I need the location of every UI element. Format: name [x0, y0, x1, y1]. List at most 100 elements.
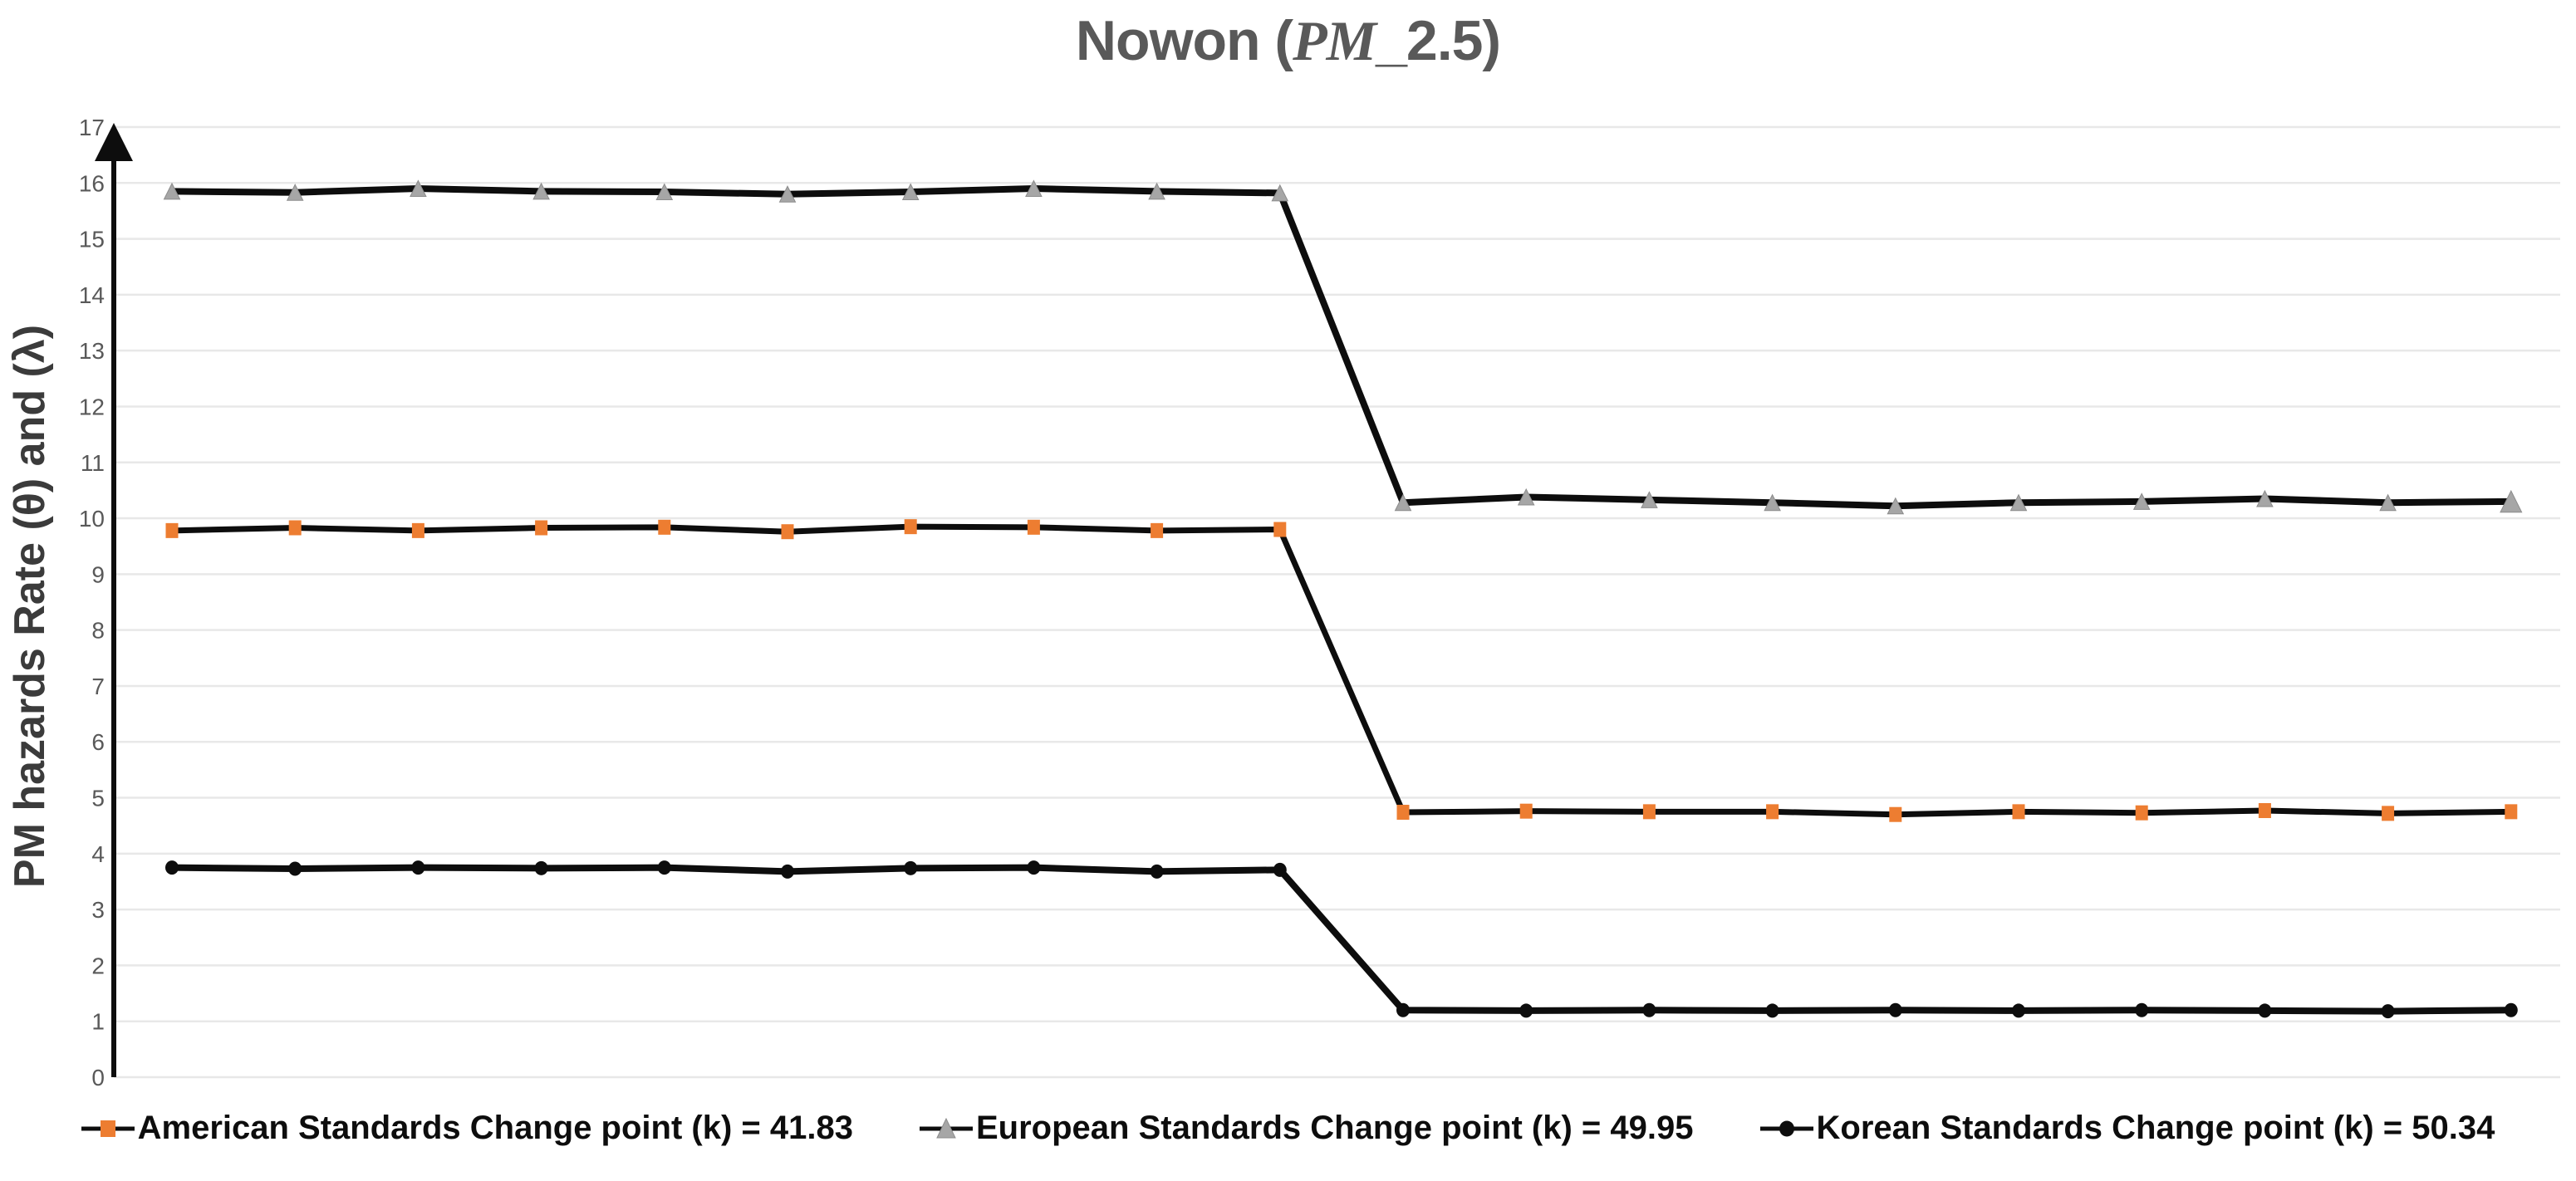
y-tick-label: 11 [81, 450, 105, 476]
y-tick-label: 9 [91, 561, 105, 587]
marker-triangle [655, 183, 674, 201]
marker-circle [1888, 1002, 1902, 1017]
marker-circle [534, 860, 548, 875]
marker-circle [1519, 1003, 1533, 1018]
marker-triangle [2132, 492, 2151, 510]
marker-square [904, 519, 917, 535]
marker-triangle [2256, 489, 2274, 507]
marker-circle [657, 860, 671, 875]
marker-triangle [2379, 493, 2397, 512]
y-tick-label: 6 [91, 729, 105, 755]
marker-triangle [778, 185, 797, 203]
marker-triangle [532, 182, 550, 200]
marker-circle [1027, 860, 1041, 875]
marker-triangle [1148, 182, 1165, 200]
marker-circle [1765, 1003, 1779, 1018]
marker-triangle [1764, 493, 1781, 512]
marker-circle [1150, 864, 1164, 879]
y-tick-label: 17 [79, 115, 105, 140]
marker-circle [2381, 1004, 2395, 1019]
marker-triangle [163, 182, 181, 200]
marker-circle [904, 860, 918, 875]
marker-circle [1642, 1002, 1656, 1017]
marker-triangle [1394, 493, 1412, 512]
y-tick-label: 10 [79, 506, 105, 532]
marker-square [2382, 806, 2395, 821]
legend: American Standards Change point (k) = 41… [0, 1110, 2576, 1147]
marker-square [1889, 806, 1902, 822]
title-suffix: _2.5) [1376, 9, 1501, 72]
marker-circle [288, 861, 302, 876]
legend-label-american: American Standards Change point (k) = 41… [137, 1110, 853, 1146]
marker-triangle [1641, 491, 1658, 508]
marker-square [1519, 803, 1533, 819]
marker-square [658, 519, 671, 535]
legend-label-european: European Standards Change point (k) = 49… [975, 1110, 1694, 1146]
marker-square [1766, 804, 1779, 820]
marker-triangle [2500, 489, 2523, 513]
legend-item-european: European Standards Change point (k) = 49… [919, 1110, 1694, 1147]
marker-triangle [1517, 488, 1535, 506]
marker-square [2505, 804, 2518, 820]
title-prefix: Nowon ( [1075, 9, 1293, 72]
y-tick-label: 4 [91, 841, 105, 867]
y-tick-label: 15 [79, 227, 105, 252]
marker-square [1027, 519, 1040, 535]
y-tick-label: 8 [91, 618, 105, 644]
y-tick-label: 0 [91, 1065, 105, 1090]
marker-triangle [410, 179, 427, 198]
y-tick-label: 1 [91, 1009, 105, 1035]
marker-square [2135, 805, 2148, 821]
legend-marker-shape [1779, 1120, 1794, 1136]
legend-label-korean: Korean Standards Change point (k) = 50.3… [1816, 1110, 2495, 1146]
series-line-1 [169, 185, 2515, 510]
y-axis-arrowhead [95, 123, 133, 161]
series-line-0 [169, 523, 2515, 818]
legend-marker-shape [100, 1120, 115, 1137]
marker-square [1396, 805, 1410, 821]
marker-triangle [1887, 497, 1905, 515]
marker-triangle [1025, 179, 1043, 198]
marker-triangle [2009, 493, 2028, 512]
y-tick-label: 14 [79, 282, 105, 308]
marker-square [1151, 522, 1164, 538]
marker-square [535, 520, 548, 536]
y-tick-label: 16 [79, 170, 105, 196]
marker-square [165, 522, 179, 538]
marker-square [2258, 803, 2271, 819]
y-tick-label: 3 [91, 897, 105, 923]
title-italic-pm: PM [1293, 9, 1376, 72]
marker-square [1273, 522, 1287, 537]
y-tick-label: 7 [91, 674, 105, 699]
marker-square [1642, 804, 1656, 820]
chart-title: Nowon (PM_2.5) [0, 8, 2576, 74]
marker-triangle [901, 183, 920, 201]
marker-circle [411, 860, 425, 875]
marker-circle [165, 860, 179, 875]
marker-circle [1396, 1002, 1410, 1017]
marker-circle [2504, 1002, 2518, 1017]
marker-square [288, 520, 302, 536]
y-tick-label: 5 [91, 786, 105, 811]
legend-marker-circle-icon [1759, 1120, 1813, 1136]
legend-marker-shape [936, 1117, 956, 1138]
marker-circle [1273, 862, 1287, 877]
y-tick-label: 12 [79, 394, 105, 419]
legend-item-korean: Korean Standards Change point (k) = 50.3… [1759, 1110, 2495, 1147]
marker-circle [2012, 1003, 2025, 1018]
y-tick-label: 2 [91, 953, 105, 978]
marker-triangle [286, 184, 304, 201]
marker-circle [2135, 1002, 2149, 1017]
marker-square [2012, 804, 2025, 820]
legend-marker-triangle-icon [919, 1117, 973, 1138]
legend-marker-square-icon [81, 1120, 135, 1137]
series-line-2 [169, 864, 2515, 1015]
marker-circle [2258, 1003, 2272, 1018]
marker-square [411, 522, 424, 538]
marker-circle [781, 864, 794, 879]
marker-triangle [1271, 184, 1289, 202]
y-tick-label: 13 [79, 338, 105, 364]
marker-square [781, 524, 794, 540]
